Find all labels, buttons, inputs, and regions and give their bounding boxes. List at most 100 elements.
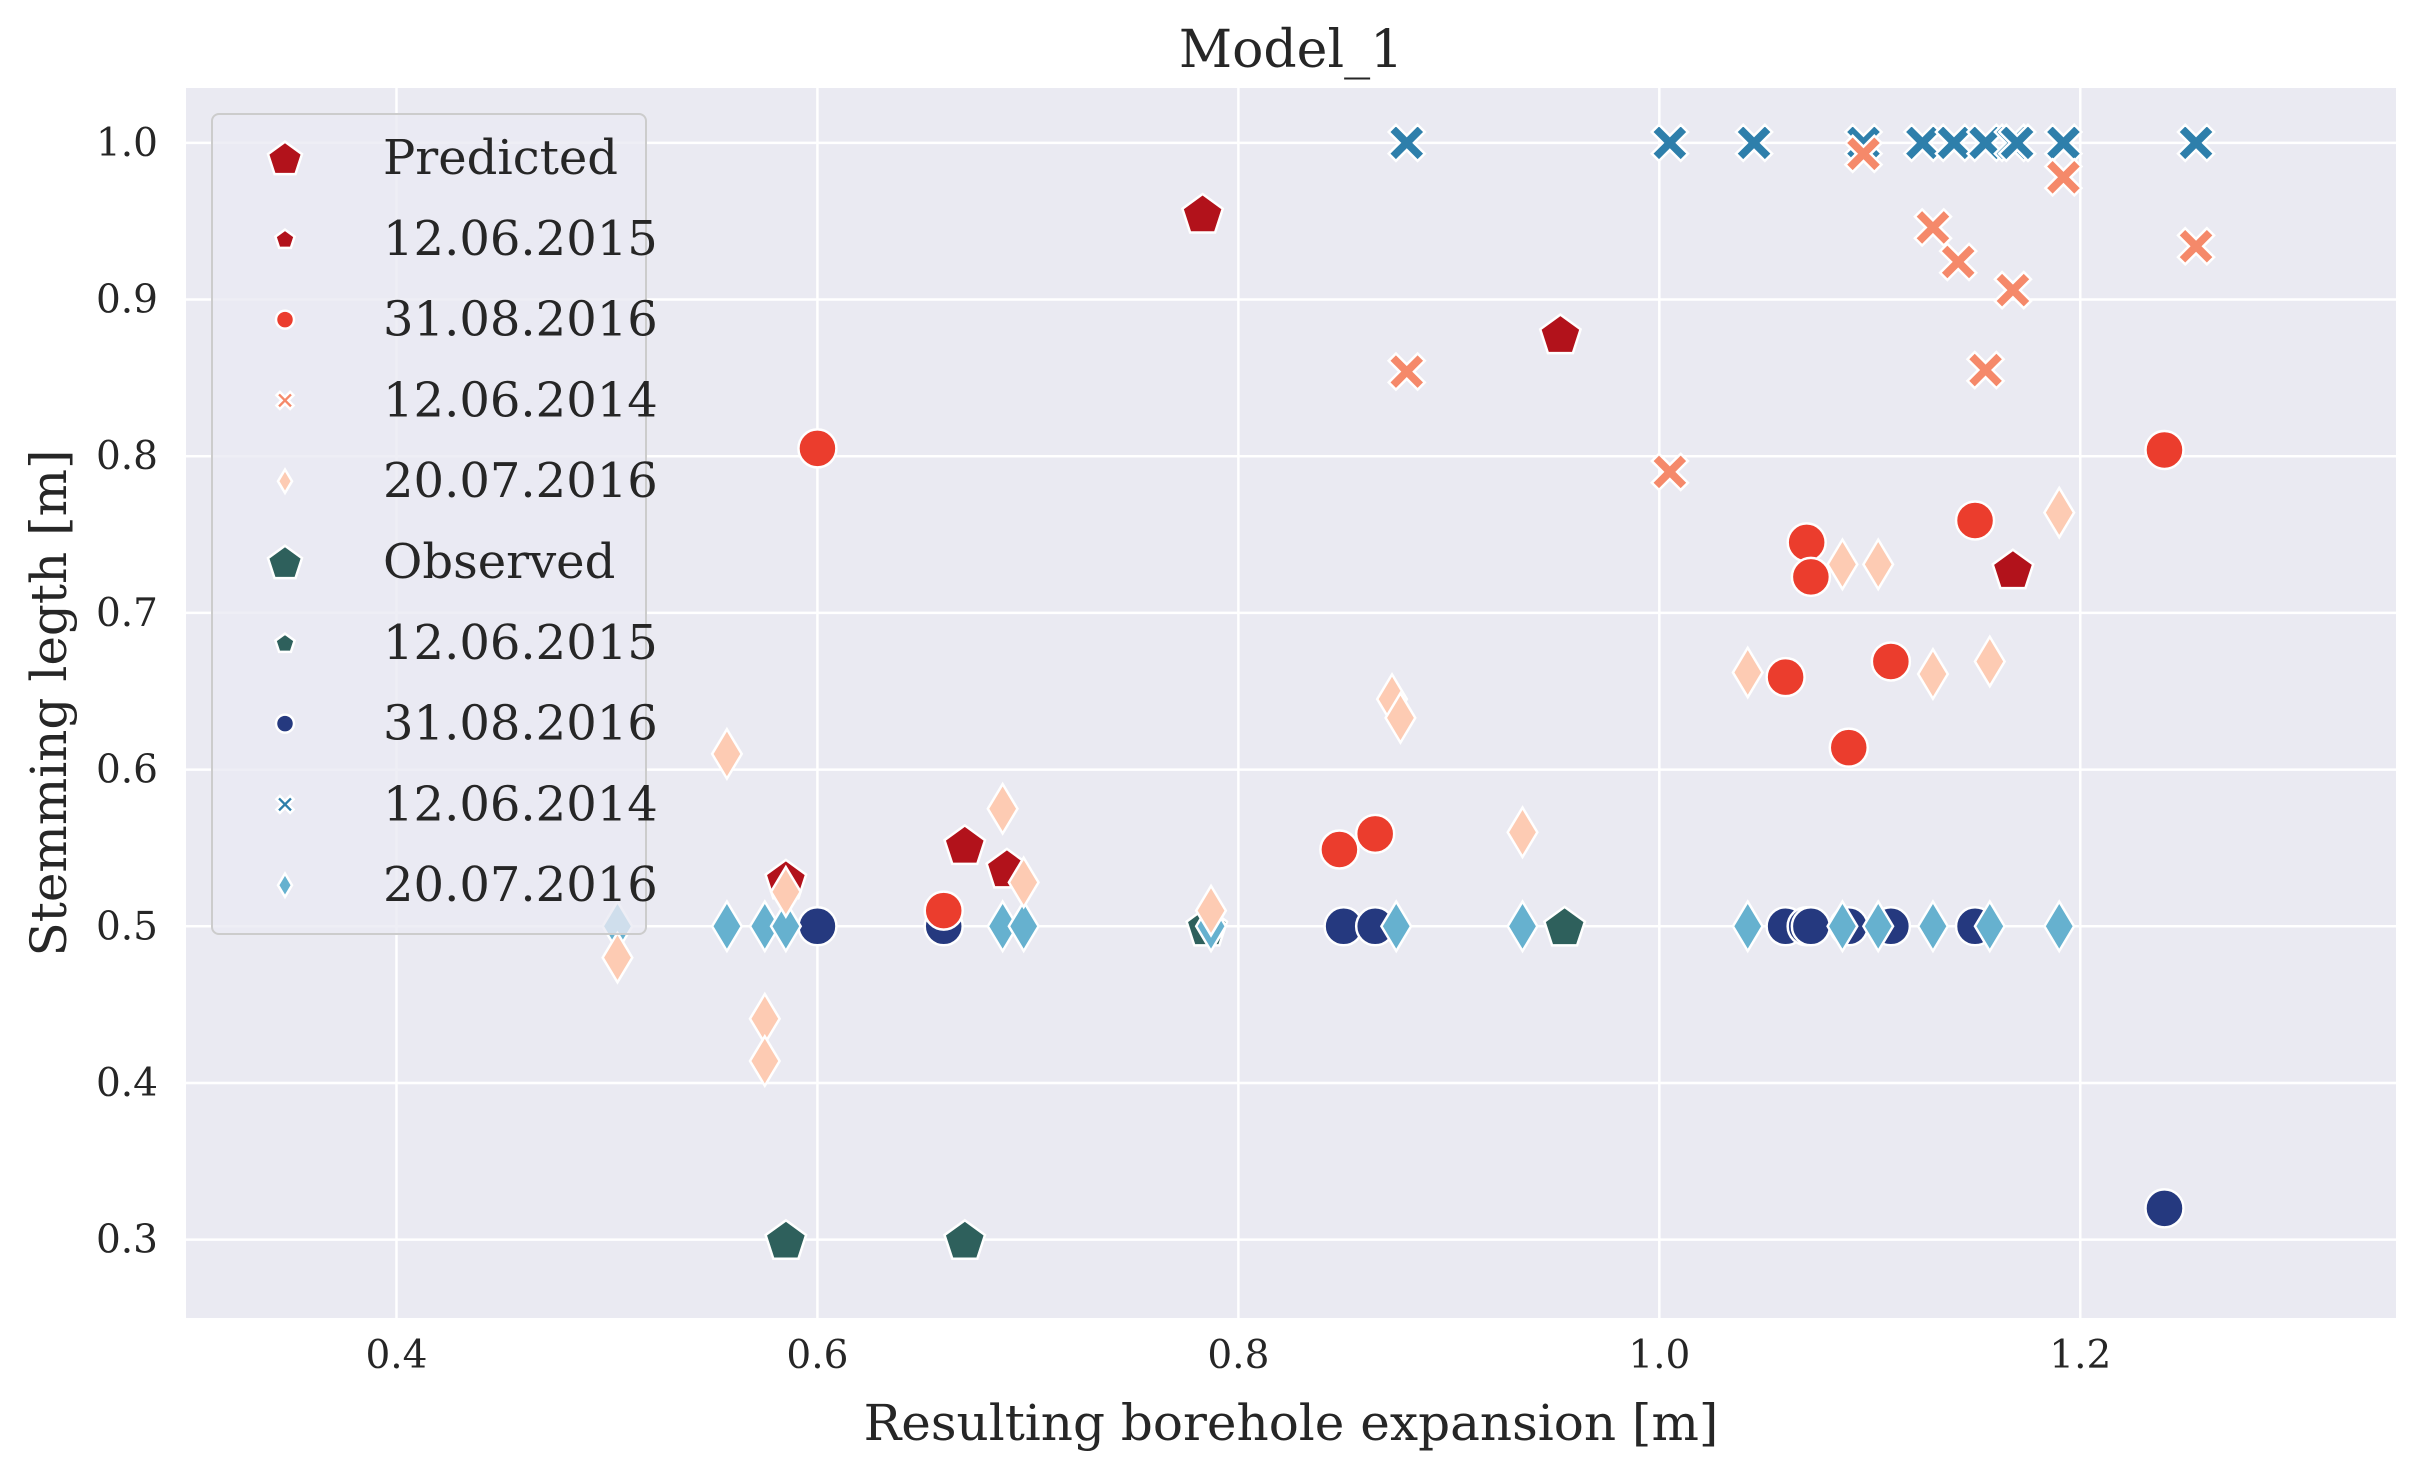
legend-label: 31.08.2016	[383, 696, 658, 752]
point-observed-20-07-2016	[2042, 899, 2076, 954]
x-tick-label: 1.2	[2049, 1333, 2111, 1378]
legend-marker	[274, 390, 296, 411]
point-observed-20-07-2016	[1007, 899, 1040, 954]
point-observed-12-06-2014	[1902, 123, 1943, 163]
legend-label: Observed	[383, 534, 615, 590]
point-observed-12-06-2015	[764, 1218, 808, 1261]
point-predicted-20-07-2016	[1861, 537, 1895, 592]
point-predicted-20-07-2016	[986, 781, 1019, 836]
point-predicted-31-08-2016	[1870, 641, 1912, 682]
chart-title: Model_1	[1179, 20, 1403, 80]
point-observed-12-06-2015	[943, 1218, 987, 1261]
legend-label: 12.06.2014	[383, 372, 658, 428]
point-predicted-31-08-2016	[1319, 829, 1360, 870]
point-predicted-12-06-2014	[1386, 351, 1427, 392]
tick-labels: 0.4 0.6 0.8 1.0 1.2 0.3 0.4 0.5 0.6 0.7 0.8 0.9 1.0	[96, 121, 2111, 1378]
point-predicted-31-08-2016	[1828, 727, 1870, 768]
point-observed-20-07-2016	[769, 899, 803, 954]
point-predicted-31-08-2016	[1354, 813, 1396, 855]
point-predicted-20-07-2016	[1826, 537, 1859, 592]
point-observed-20-07-2016	[1861, 899, 1895, 954]
point-observed-12-06-2014	[1650, 123, 1690, 163]
y-tick-label: 1.0	[96, 121, 158, 166]
point-observed-20-07-2016	[710, 899, 744, 954]
point-predicted-20-07-2016	[1384, 690, 1417, 746]
data-markers	[601, 123, 2216, 1261]
point-predicted-20-07-2016	[748, 1033, 782, 1089]
y-tick-label: 0.8	[96, 434, 158, 479]
point-predicted-12-06-2015	[1538, 313, 1583, 355]
point-predicted-12-06-2014	[2043, 157, 2084, 198]
legend-marker	[273, 228, 297, 250]
point-observed-12-06-2014	[1997, 123, 2037, 163]
legend-label: 12.06.2015	[383, 615, 658, 671]
x-tick-label: 0.6	[786, 1333, 848, 1378]
legend-marker	[274, 309, 296, 330]
point-observed-20-07-2016	[1826, 899, 1859, 954]
point-predicted-20-07-2016	[1731, 645, 1765, 700]
point-predicted-12-06-2014	[2176, 226, 2216, 267]
point-predicted-20-07-2016	[601, 930, 634, 985]
legend-marker	[274, 794, 296, 815]
point-predicted-12-06-2014	[1650, 452, 1690, 492]
point-predicted-20-07-2016	[769, 864, 803, 919]
legend-marker	[274, 713, 296, 734]
point-predicted-12-06-2015	[1991, 548, 2035, 590]
point-predicted-20-07-2016	[1194, 883, 1228, 938]
point-predicted-31-08-2016	[2144, 429, 2185, 471]
point-predicted-31-08-2016	[1790, 556, 1832, 598]
x-tick-label: 0.4	[365, 1333, 427, 1378]
legend-label: 31.08.2016	[383, 292, 658, 348]
point-predicted-31-08-2016	[1765, 656, 1806, 698]
x-axis-label: Resulting borehole expansion [m]	[864, 1394, 1719, 1452]
point-observed-20-07-2016	[1379, 899, 1413, 954]
point-predicted-20-07-2016	[1973, 634, 2007, 689]
point-predicted-20-07-2016	[1916, 646, 1950, 702]
y-tick-label: 0.6	[96, 748, 158, 793]
legend-label: 12.06.2015	[383, 211, 658, 267]
x-tick-label: 1.0	[1628, 1333, 1690, 1378]
point-predicted-20-07-2016	[1506, 805, 1539, 860]
point-predicted-20-07-2016	[1007, 855, 1040, 910]
point-observed-12-06-2014	[2176, 123, 2216, 163]
y-tick-label: 0.4	[96, 1061, 158, 1106]
point-observed-12-06-2014	[1965, 123, 2006, 163]
legend-marker	[266, 140, 304, 176]
point-predicted-31-08-2016	[797, 428, 838, 469]
point-predicted-31-08-2016	[1954, 500, 1996, 541]
legend-marker	[276, 871, 294, 900]
point-observed-31-08-2016	[797, 906, 838, 947]
y-tick-label: 0.3	[96, 1218, 158, 1263]
x-tick-label: 0.8	[1207, 1333, 1269, 1378]
point-observed-20-07-2016	[1916, 899, 1950, 954]
legend: Predicted 12.06.2015 31.08.2016 12.06.2014 2…	[211, 113, 658, 935]
point-predicted-31-08-2016	[1786, 522, 1827, 563]
legend-label: Predicted	[383, 130, 618, 186]
legend-marker	[276, 467, 294, 496]
y-tick-label: 0.5	[96, 904, 158, 949]
point-observed-20-07-2016	[1973, 899, 2007, 954]
point-observed-31-08-2016	[2144, 1188, 2185, 1229]
point-predicted-20-07-2016	[710, 726, 744, 782]
point-predicted-12-06-2014	[1913, 207, 1953, 248]
point-observed-31-08-2016	[1790, 906, 1832, 947]
point-predicted-31-08-2016	[923, 890, 964, 931]
y-tick-label: 0.9	[96, 278, 158, 323]
point-observed-20-07-2016	[1506, 899, 1539, 954]
point-observed-12-06-2014	[1734, 123, 1774, 163]
y-axis-label: Stemming legth [m]	[20, 449, 78, 956]
legend-label: 12.06.2014	[383, 776, 658, 832]
legend-marker	[273, 632, 297, 654]
point-predicted-12-06-2014	[1938, 242, 1979, 282]
point-predicted-20-07-2016	[2042, 485, 2076, 540]
point-predicted-12-06-2015	[943, 823, 987, 866]
legend-label: 20.07.2016	[383, 857, 658, 913]
point-predicted-12-06-2014	[1993, 270, 2033, 310]
legend-label: 20.07.2016	[383, 453, 658, 509]
legend-marker	[266, 544, 304, 580]
point-observed-12-06-2014	[1386, 123, 1427, 163]
point-observed-12-06-2015	[1542, 905, 1587, 947]
point-observed-12-06-2014	[1934, 123, 1974, 163]
point-observed-20-07-2016	[1731, 899, 1765, 954]
